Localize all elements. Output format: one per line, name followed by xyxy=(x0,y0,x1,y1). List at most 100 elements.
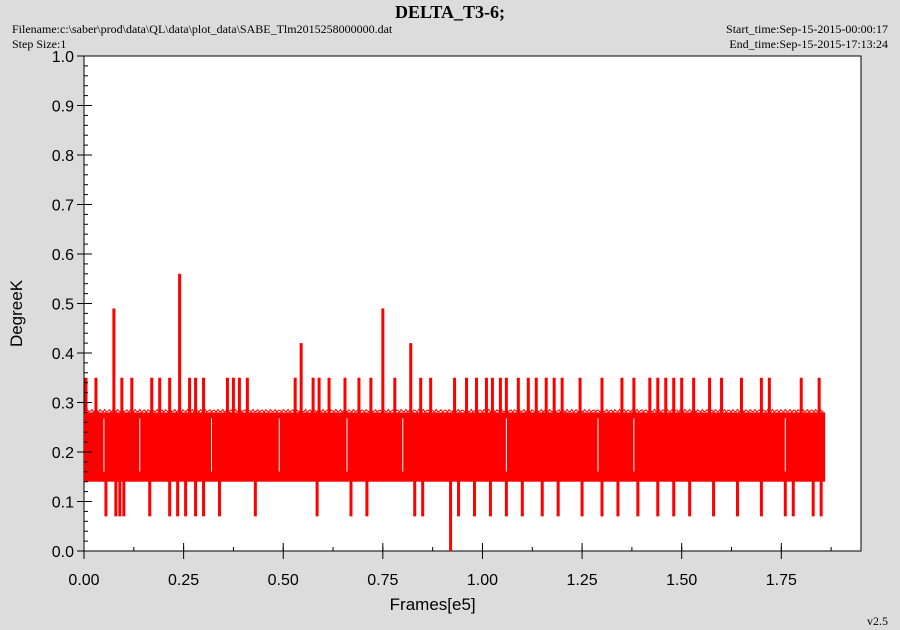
series-spike-low xyxy=(636,479,640,517)
y-tick-label: 0.0 xyxy=(52,544,74,561)
series-spike-high xyxy=(419,377,423,415)
series-spike-high xyxy=(759,377,763,415)
x-tick-label: 1.25 xyxy=(567,572,598,589)
y-axis-label: DegreeK xyxy=(7,279,26,347)
series-spike-high xyxy=(112,308,116,415)
series-spike-low xyxy=(616,479,620,517)
series-spike-high xyxy=(552,377,556,415)
series-spike-high xyxy=(130,377,134,415)
y-tick-label: 0.8 xyxy=(52,148,74,165)
series-spike-high xyxy=(168,377,172,415)
series-spike-high xyxy=(484,377,488,415)
x-axis-label: Frames[e5] xyxy=(390,595,476,614)
series-spike-high xyxy=(299,343,303,415)
axes-layer: 0.0 0.1 0.2 0.3 0.4 0.5 0.6 0.7 0.8 0.9 1.0 0.00 0.2… xyxy=(52,49,832,589)
series-spike-high xyxy=(526,377,530,415)
series-spike-high xyxy=(739,377,743,415)
series-spike-low xyxy=(688,479,692,517)
series-spike-low xyxy=(540,479,544,517)
y-tick-label: 1.0 xyxy=(52,49,74,66)
series-spike-high xyxy=(465,377,469,415)
series-spike-low xyxy=(194,479,198,517)
series-spike-low xyxy=(365,479,369,517)
series-spike-high xyxy=(504,377,508,415)
series-spike-high xyxy=(293,377,297,415)
series-spike-low xyxy=(104,479,108,517)
version-label: v2.5 xyxy=(867,614,888,628)
y-tick-label: 0.1 xyxy=(52,495,74,512)
series-spike-high xyxy=(672,377,676,415)
series-spike-low xyxy=(122,479,126,517)
series-spike-low xyxy=(253,479,257,517)
series-spike-low xyxy=(811,479,815,517)
series-spike-high xyxy=(237,377,241,415)
series-spike-low xyxy=(580,479,584,517)
series-spike-low xyxy=(413,479,417,517)
series-spike-low xyxy=(735,479,739,517)
y-tick-label: 0.7 xyxy=(52,198,74,215)
step-size-label: Step Size:1 xyxy=(12,37,67,51)
series-spike-high xyxy=(225,377,229,415)
series-spike-low xyxy=(791,479,795,517)
series-spike-low xyxy=(349,479,353,517)
x-tick-label: 1.75 xyxy=(766,572,797,589)
series-spike-high xyxy=(202,377,206,415)
series-spike-low xyxy=(202,479,206,517)
series-spike-high xyxy=(578,377,582,415)
series-spike-high xyxy=(231,377,235,415)
y-tick-label: 0.3 xyxy=(52,396,74,413)
series-spike-high xyxy=(534,377,538,415)
chart-title: DELTA_T3-6; xyxy=(394,2,506,22)
series-spike-high xyxy=(357,377,361,415)
series-spike-high xyxy=(194,377,198,415)
series-spike-low xyxy=(449,479,453,551)
series-spike-high xyxy=(393,377,397,415)
series-spike-low xyxy=(600,479,604,517)
series-spike-high xyxy=(120,377,124,415)
series-spike-high xyxy=(84,377,88,415)
series-spike-high xyxy=(656,377,660,415)
series-spike-high xyxy=(544,377,548,415)
series-spike-high xyxy=(327,377,331,415)
series-spike-high xyxy=(600,377,604,415)
data-layer xyxy=(83,273,826,551)
series-spike-low xyxy=(168,479,172,517)
series-spike-low xyxy=(114,479,118,517)
series-spike-high xyxy=(245,377,249,415)
series-spike-high xyxy=(474,377,478,415)
series-spike-high xyxy=(409,343,413,415)
x-tick-label: 0.25 xyxy=(168,572,199,589)
x-tick-label: 1.50 xyxy=(666,572,697,589)
series-spike-high xyxy=(158,377,162,415)
series-spike-high xyxy=(720,377,724,415)
series-spike-high xyxy=(648,377,652,415)
x-tick-label: 0.75 xyxy=(367,572,398,589)
series-spike-low xyxy=(712,479,716,517)
series-spike-high xyxy=(150,377,154,415)
series-spike-low xyxy=(148,479,152,517)
filename-label: Filename:c:\saber\prod\data\QL\data\plot… xyxy=(12,22,393,36)
series-spike-high xyxy=(188,377,192,415)
series-spike-high xyxy=(453,377,457,415)
series-spike-low xyxy=(819,479,823,517)
series-spike-low xyxy=(184,479,188,517)
series-spike-low xyxy=(176,479,180,517)
series-spike-high xyxy=(490,377,494,415)
series-spike-low xyxy=(472,479,476,517)
series-spike-low xyxy=(783,479,787,517)
series-spike-high xyxy=(498,377,502,415)
series-spike-low xyxy=(672,479,676,517)
series-spike-high xyxy=(317,377,321,415)
series-spike-low xyxy=(457,479,461,517)
series-spike-high xyxy=(178,273,182,415)
series-spike-low xyxy=(504,479,508,517)
series-spike-high xyxy=(692,377,696,415)
x-tick-label: 1.00 xyxy=(467,572,498,589)
series-spike-high xyxy=(516,377,520,415)
x-tick-label: 0.00 xyxy=(68,572,99,589)
series-spike-low xyxy=(421,479,425,517)
series-spike-low xyxy=(520,479,524,517)
end-time-label: End_time:Sep-15-2015-17:13:24 xyxy=(729,37,888,51)
series-spike-high xyxy=(343,377,347,415)
